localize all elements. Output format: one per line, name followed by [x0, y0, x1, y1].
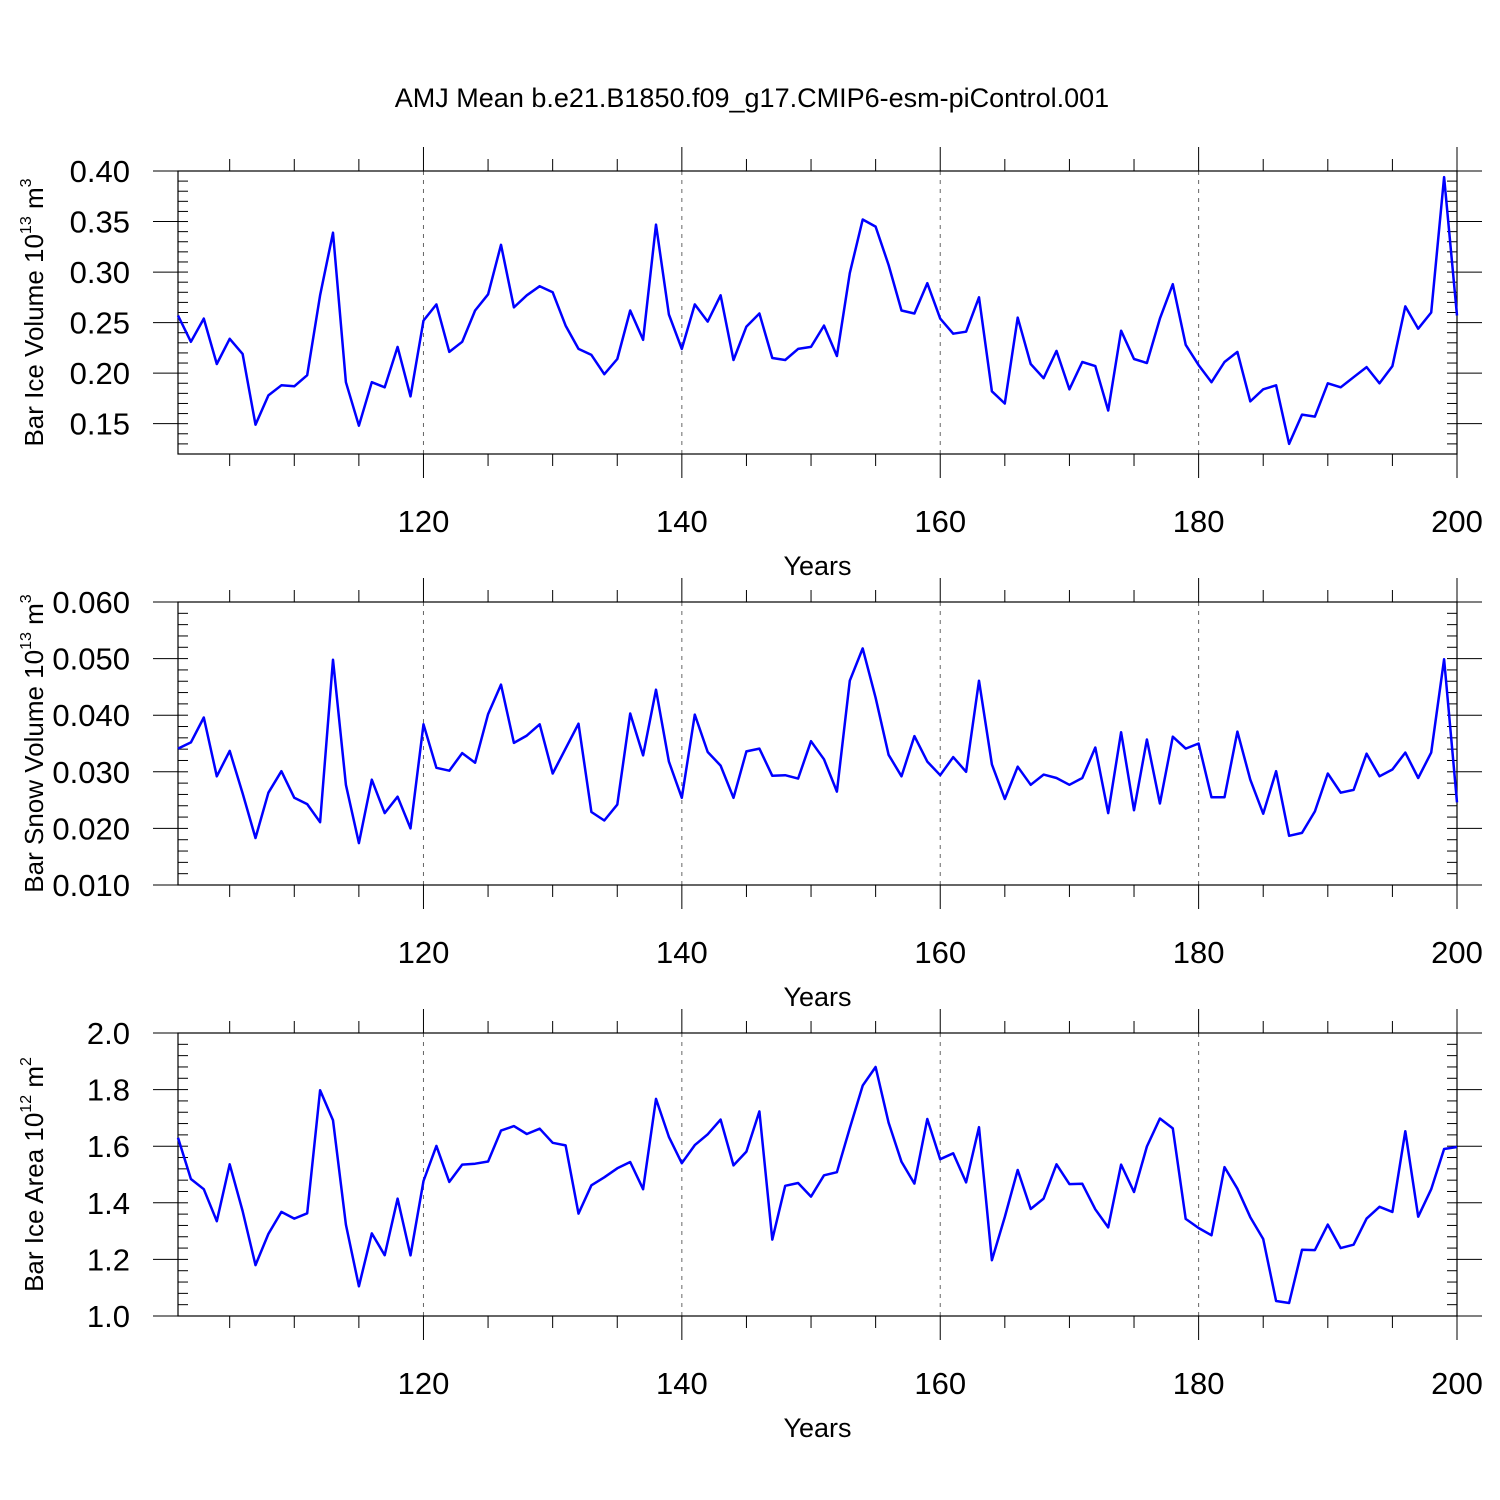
y-axis-label: Bar Ice Volume 1013 m3	[18, 178, 49, 446]
y-tick-label: 0.030	[52, 755, 130, 790]
y-label-exponent: 2	[18, 1057, 35, 1066]
y-tick-label: 0.060	[52, 585, 130, 620]
y-label-text: Bar Ice Volume 10	[19, 234, 49, 446]
y-tick-label: 0.040	[52, 698, 130, 733]
y-label-text: m	[19, 1066, 49, 1095]
y-tick-label: 0.20	[70, 356, 130, 391]
x-tick-label: 120	[398, 935, 450, 970]
y-label-exponent: 13	[18, 216, 35, 234]
plot-frame	[177, 1032, 1458, 1317]
y-tick-label: 1.6	[87, 1129, 130, 1164]
y-label-exponent: 12	[18, 1095, 35, 1113]
series-line	[176, 1065, 1458, 1305]
x-tick-label: 180	[1173, 935, 1225, 970]
y-tick-label: 0.30	[70, 255, 130, 290]
x-axis-label: Years	[783, 551, 851, 581]
y-tick-label: 1.0	[87, 1299, 130, 1334]
x-tick-label: 160	[914, 1366, 966, 1401]
x-axis-label: Years	[783, 1413, 851, 1443]
y-tick-label: 2.0	[87, 1016, 130, 1051]
y-tick-label: 0.35	[70, 205, 130, 240]
series-line	[176, 175, 1459, 446]
x-tick-label: 180	[1173, 1366, 1225, 1401]
x-tick-label: 140	[656, 1366, 708, 1401]
y-label-text: m	[19, 187, 49, 216]
y-tick-label: 0.25	[70, 306, 130, 341]
y-axis-label: Bar Ice Area 1012 m2	[18, 1057, 49, 1292]
x-tick-label: 120	[398, 504, 450, 539]
y-tick-label: 1.8	[87, 1073, 130, 1108]
y-tick-label: 0.40	[70, 154, 130, 189]
panel-1: 0.15 0.20 0.25 0.30 0.35 0.40 120 140 160 180 200 Y…	[18, 147, 1483, 581]
x-tick-label: 160	[914, 935, 966, 970]
y-label-exponent: 3	[18, 594, 35, 603]
y-label-text: Bar Ice Area 10	[19, 1113, 49, 1292]
y-label-exponent: 3	[18, 178, 35, 187]
y-label-text: Bar Snow Volume 10	[19, 650, 49, 893]
y-label-exponent: 13	[18, 632, 35, 650]
x-tick-label: 140	[656, 504, 708, 539]
y-label-text: m	[19, 603, 49, 632]
x-tick-label: 200	[1431, 935, 1483, 970]
x-tick-label: 180	[1173, 504, 1225, 539]
x-tick-label: 200	[1431, 504, 1483, 539]
y-tick-label: 0.020	[52, 811, 130, 846]
y-tick-label: 1.2	[87, 1242, 130, 1277]
x-axis-label: Years	[783, 982, 851, 1012]
x-tick-label: 120	[398, 1366, 450, 1401]
panel-3: 1.0 1.2 1.4 1.6 1.8 2.0 120 140 160 180 200 Years Ba…	[18, 1009, 1483, 1443]
x-tick-label: 140	[656, 935, 708, 970]
plot-frame	[177, 170, 1458, 455]
series-line	[177, 647, 1459, 845]
panel-2: 0.010 0.020 0.030 0.040 0.050 0.060 120 140 160 1…	[18, 578, 1483, 1012]
y-axis-label: Bar Snow Volume 1013 m3	[18, 594, 49, 893]
plot-frame	[177, 601, 1458, 886]
x-tick-label: 160	[914, 504, 966, 539]
y-tick-label: 0.050	[52, 642, 130, 677]
y-tick-label: 0.15	[70, 407, 130, 442]
y-tick-label: 1.4	[87, 1186, 130, 1221]
x-tick-label: 200	[1431, 1366, 1483, 1401]
chart-title: AMJ Mean b.e21.B1850.f09_g17.CMIP6-esm-p…	[395, 83, 1109, 113]
y-tick-label: 0.010	[52, 868, 130, 903]
